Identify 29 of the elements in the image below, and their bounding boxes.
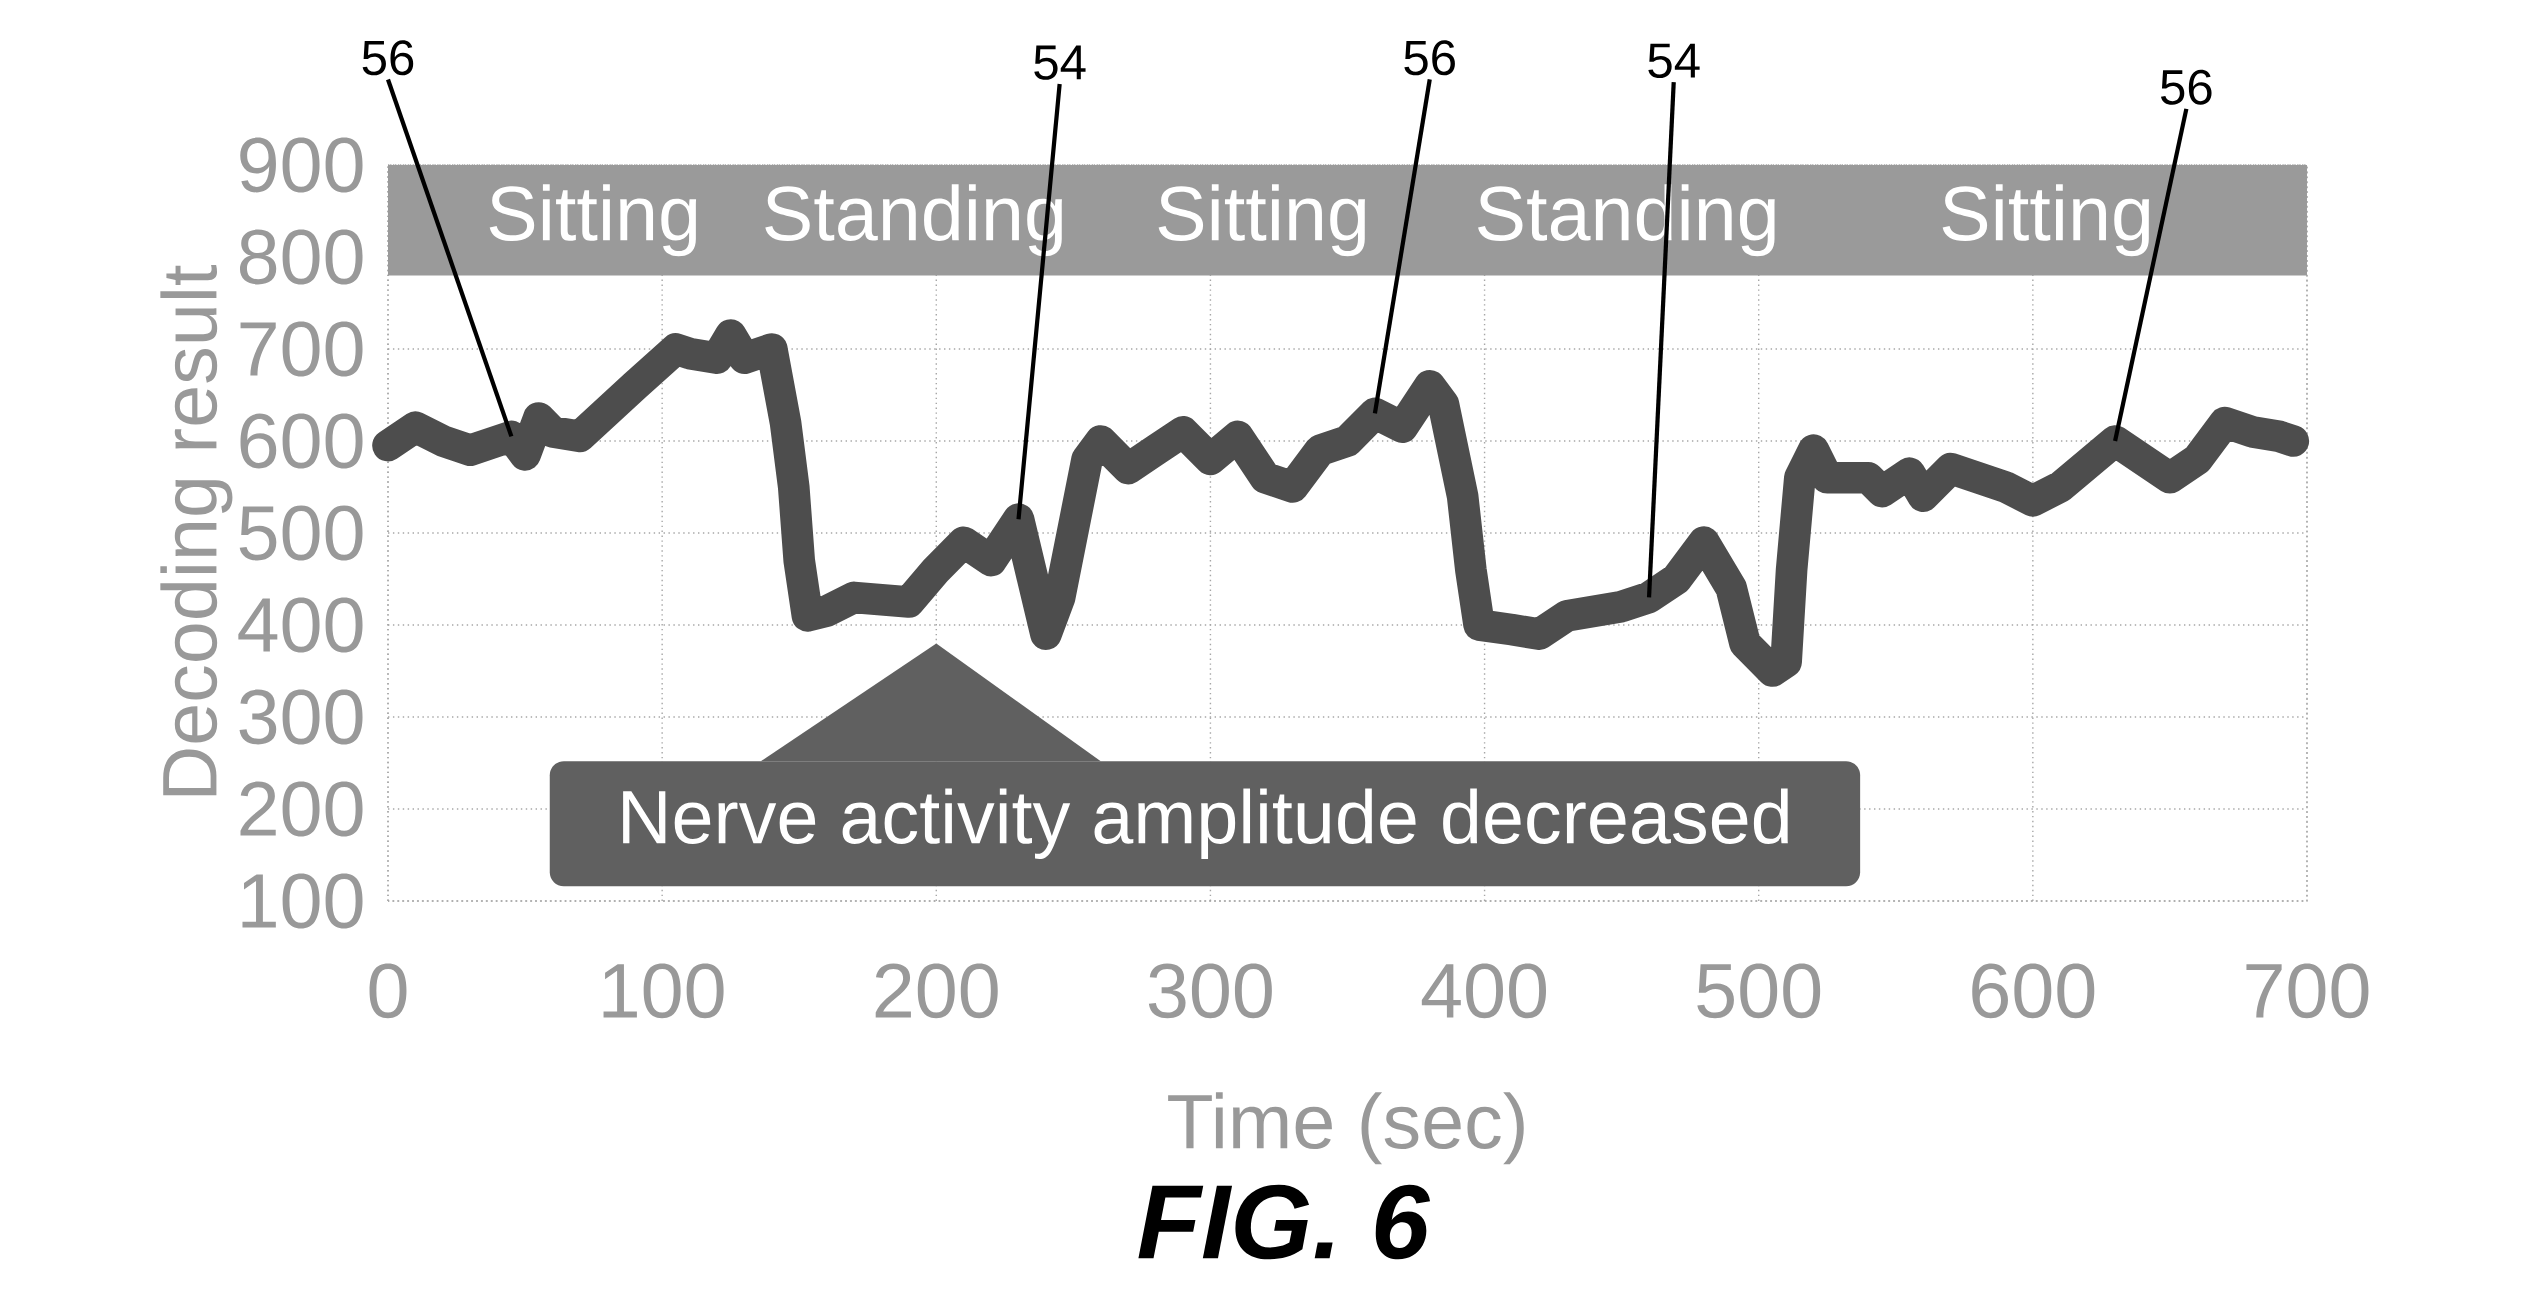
annotation: 56	[362, 40, 414, 76]
y-tick-label: 800	[239, 229, 363, 285]
y-tick-label: 200	[240, 781, 363, 837]
annotation: 54	[1034, 45, 1086, 80]
y-axis-title: Decoding result	[160, 265, 233, 796]
y-tick-label: 300	[239, 689, 363, 745]
annotation: Nerve activity amplitude decreased	[623, 788, 1788, 859]
annotation: 56	[1404, 40, 1455, 76]
y-tick-label: 900	[240, 137, 363, 193]
y-tick-label: 500	[239, 505, 363, 561]
annotation: 56	[2160, 69, 2212, 105]
x-tick-label: 300	[1148, 963, 1272, 1019]
x-tick-label: 100	[603, 963, 724, 1019]
annotation: 54	[1648, 43, 1700, 78]
x-tick-label: 700	[2246, 963, 2369, 1019]
caption: FIG. 6	[1138, 1184, 1431, 1260]
x-axis-title: Time (sec)	[1168, 1092, 1524, 1165]
x-tick-label: 200	[875, 963, 998, 1019]
y-tick-label: 700	[240, 321, 363, 377]
y-tick-label: 600	[240, 413, 363, 469]
x-tick-label: 400	[1421, 963, 1547, 1019]
annotation: Sitting	[1158, 184, 1365, 257]
x-tick-label: 500	[1697, 963, 1821, 1019]
annotation: Sitting	[1942, 184, 2150, 257]
x-tick-label: 0	[369, 963, 407, 1019]
y-tick-label: 400	[238, 597, 363, 653]
annotation: Sitting	[489, 184, 697, 257]
x-tick-label: 600	[1972, 963, 2095, 1019]
y-tick-label: 100	[242, 873, 363, 929]
